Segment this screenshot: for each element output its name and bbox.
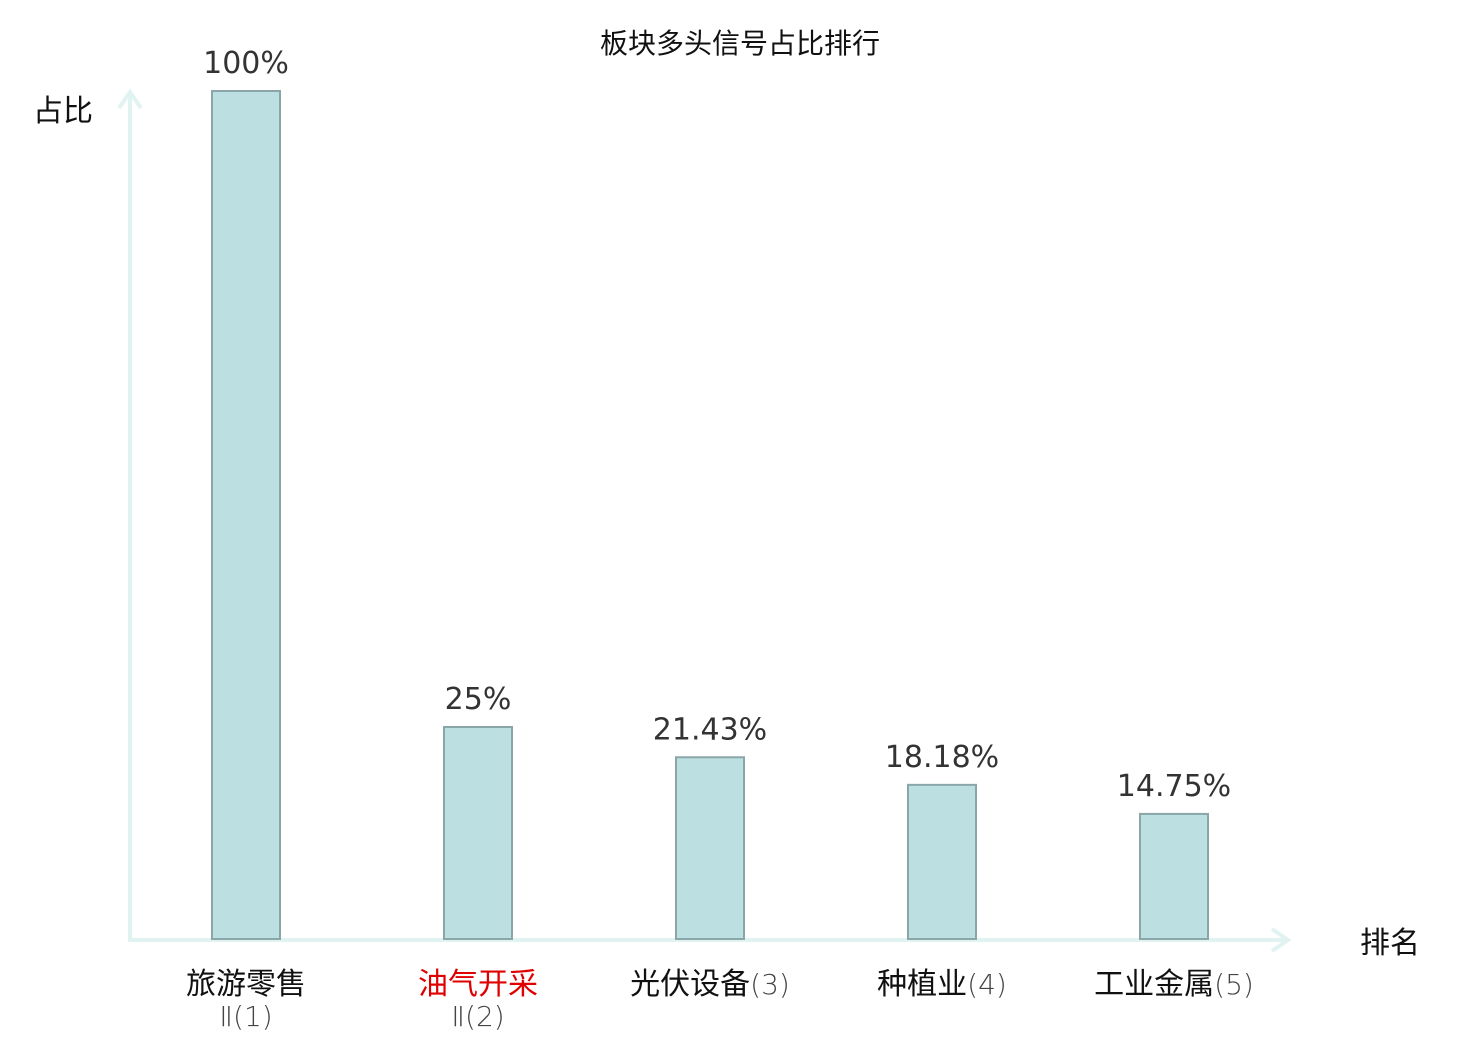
bar-3 <box>675 756 745 941</box>
x-axis-label: 排名 <box>1360 926 1420 961</box>
category-label-4: 种植业(4) <box>877 967 1007 1002</box>
bar-1 <box>211 90 281 940</box>
category-label-1: 旅游零售 <box>186 967 306 1002</box>
bar-5 <box>1139 812 1209 940</box>
chart-title: 板块多头信号占比排行 <box>600 27 880 60</box>
category-rank-1: Ⅱ(1) <box>219 1000 272 1033</box>
x-axis-arrow <box>1270 927 1292 953</box>
value-label-4: 18.18% <box>885 740 999 775</box>
value-label-3: 21.43% <box>653 712 767 747</box>
value-label-5: 14.75% <box>1117 769 1231 804</box>
y-axis-label: 占比 <box>33 94 93 129</box>
bar-4 <box>907 783 977 941</box>
category-label-2: 油气开采 <box>418 967 538 1002</box>
category-label-3: 光伏设备(3) <box>630 967 790 1002</box>
category-label-5: 工业金属(5) <box>1094 967 1254 1002</box>
bar-2 <box>443 726 513 940</box>
value-label-1: 100% <box>203 46 289 81</box>
y-axis-arrow <box>117 88 143 110</box>
category-rank-2: Ⅱ(2) <box>451 1000 504 1033</box>
value-label-2: 25% <box>445 682 512 717</box>
